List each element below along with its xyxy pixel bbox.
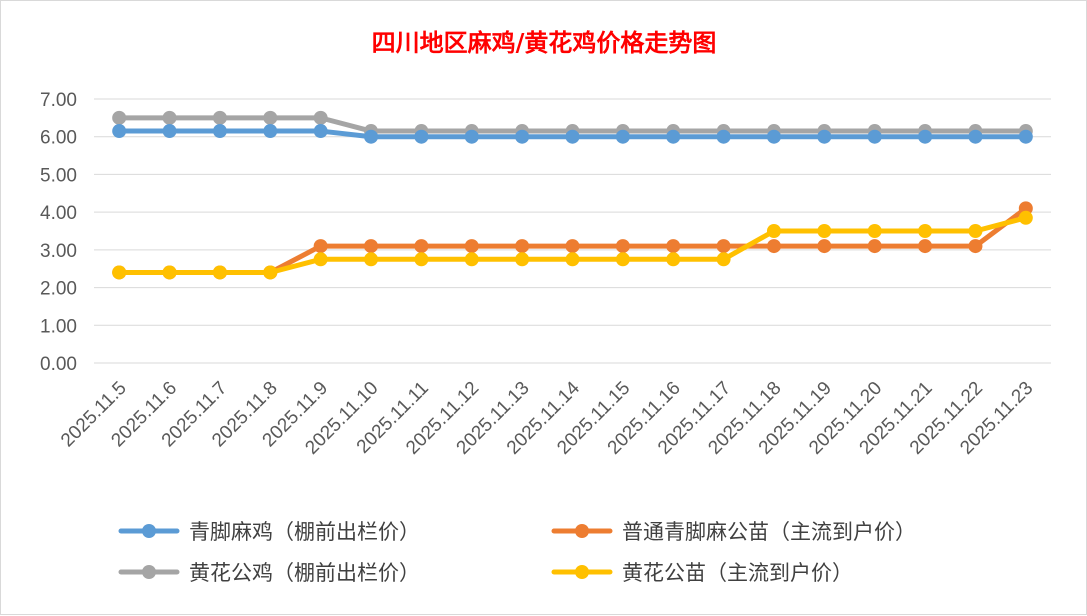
x-axis-ticks: 2025.11.52025.11.62025.11.72025.11.82025… (57, 377, 1037, 458)
data-point (364, 129, 379, 144)
data-point (968, 129, 983, 144)
data-point (212, 110, 227, 125)
data-point (414, 239, 429, 254)
data-point (1018, 210, 1033, 225)
series-lines (112, 110, 1033, 280)
data-point (918, 224, 933, 238)
data-point (867, 224, 882, 238)
y-tick-label: 3.00 (40, 241, 77, 262)
data-point (817, 239, 832, 254)
y-tick-label: 4.00 (40, 203, 77, 224)
y-tick-label: 1.00 (40, 316, 77, 337)
data-point (766, 129, 781, 144)
legend-item: 普通青脚麻公苗（主流到户价） (551, 520, 916, 544)
data-point (414, 129, 429, 144)
data-point (716, 129, 731, 144)
data-point (817, 224, 832, 238)
data-point (565, 239, 580, 254)
gridlines (94, 98, 1051, 364)
y-tick-label: 0.00 (40, 354, 77, 375)
data-point (615, 252, 630, 267)
data-point (515, 129, 530, 144)
series-0 (112, 124, 1033, 144)
data-point (918, 129, 933, 144)
legend-label: 青脚麻鸡（棚前出栏价） (189, 520, 420, 544)
data-point (162, 124, 177, 139)
data-point (263, 110, 278, 125)
y-tick-label: 2.00 (40, 279, 77, 300)
legend-label: 黄花公鸡（棚前出栏价） (189, 561, 420, 585)
series-1 (112, 201, 1033, 280)
legend-label: 黄花公苗（主流到户价） (622, 561, 853, 585)
data-point (464, 252, 479, 267)
data-point (313, 110, 328, 125)
legend-swatch-marker (142, 565, 156, 579)
legend-swatch-marker (142, 524, 156, 538)
data-point (313, 124, 328, 139)
legend-item: 黄花公苗（主流到户价） (551, 561, 853, 585)
data-point (766, 224, 781, 238)
data-point (716, 252, 731, 267)
data-point (515, 239, 530, 254)
data-point (464, 129, 479, 144)
data-point (867, 129, 882, 144)
data-point (162, 110, 177, 125)
legend-swatch-marker (575, 524, 589, 538)
data-point (313, 252, 328, 267)
y-tick-label: 6.00 (40, 128, 77, 149)
data-point (1018, 129, 1033, 144)
data-point (565, 252, 580, 267)
data-point (414, 252, 429, 267)
data-point (112, 265, 127, 280)
legend-swatch-marker (575, 565, 589, 579)
data-point (867, 239, 882, 254)
legend-item: 青脚麻鸡（棚前出栏价） (118, 520, 420, 544)
data-point (112, 110, 127, 125)
data-point (565, 129, 580, 144)
data-point (766, 239, 781, 254)
data-point (716, 239, 731, 254)
data-point (515, 252, 530, 267)
data-point (817, 129, 832, 144)
y-axis-ticks: 0.00 1.00 2.00 3.00 4.00 5.00 6.00 7.00 (40, 90, 77, 375)
series-3 (112, 210, 1033, 280)
data-point (615, 129, 630, 144)
data-point (263, 265, 278, 280)
legend: 青脚麻鸡（棚前出栏价） 普通青脚麻公苗（主流到户价） 黄花公鸡（棚前出栏价） 黄花公苗… (118, 520, 916, 585)
data-point (212, 265, 227, 280)
data-point (212, 124, 227, 139)
data-point (666, 129, 681, 144)
data-point (968, 239, 983, 254)
data-point (313, 239, 328, 254)
data-point (263, 124, 278, 139)
data-point (364, 252, 379, 267)
legend-item: 黄花公鸡（棚前出栏价） (118, 561, 420, 585)
data-point (968, 224, 983, 238)
data-point (666, 239, 681, 254)
y-tick-label: 7.00 (40, 90, 77, 111)
data-point (112, 124, 127, 139)
legend-label: 普通青脚麻公苗（主流到户价） (622, 520, 916, 544)
data-point (615, 239, 630, 254)
y-tick-label: 5.00 (40, 165, 77, 186)
data-point (464, 239, 479, 254)
data-point (364, 239, 379, 254)
data-point (162, 265, 177, 280)
chart-title: 四川地区麻鸡/黄花鸡价格走势图 (372, 28, 717, 57)
data-point (666, 252, 681, 267)
data-point (918, 239, 933, 254)
